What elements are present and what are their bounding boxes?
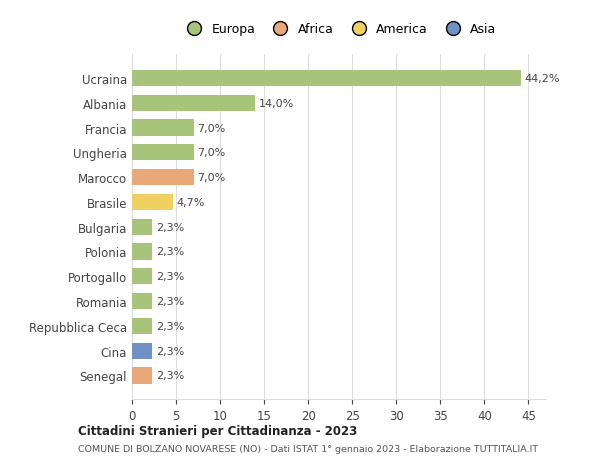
Bar (132, 269, 152, 285)
Text: 44,2%: 44,2% (525, 74, 560, 84)
Text: 7,0%: 7,0% (197, 123, 226, 133)
Text: 2,3%: 2,3% (156, 297, 184, 307)
Text: Cittadini Stranieri per Cittadinanza - 2023: Cittadini Stranieri per Cittadinanza - 2… (78, 424, 357, 437)
Bar (132, 293, 152, 309)
Text: 2,3%: 2,3% (156, 272, 184, 282)
Bar (132, 219, 152, 235)
Text: 2,3%: 2,3% (156, 346, 184, 356)
Text: 4,7%: 4,7% (177, 197, 205, 207)
Bar (132, 95, 256, 112)
Text: 7,0%: 7,0% (197, 173, 226, 183)
Text: 7,0%: 7,0% (197, 148, 226, 158)
Text: 2,3%: 2,3% (156, 371, 184, 381)
Bar (132, 368, 152, 384)
Bar (132, 170, 194, 186)
Legend: Europa, Africa, America, Asia: Europa, Africa, America, Asia (181, 23, 497, 36)
Bar (132, 244, 152, 260)
Bar (132, 195, 173, 211)
Text: 2,3%: 2,3% (156, 247, 184, 257)
Bar (132, 318, 152, 334)
Bar (132, 71, 521, 87)
Bar (132, 145, 194, 161)
Bar (132, 120, 194, 136)
Text: 14,0%: 14,0% (259, 99, 294, 108)
Text: 2,3%: 2,3% (156, 321, 184, 331)
Text: 2,3%: 2,3% (156, 222, 184, 232)
Text: COMUNE DI BOLZANO NOVARESE (NO) - Dati ISTAT 1° gennaio 2023 - Elaborazione TUTT: COMUNE DI BOLZANO NOVARESE (NO) - Dati I… (78, 444, 538, 453)
Bar (132, 343, 152, 359)
